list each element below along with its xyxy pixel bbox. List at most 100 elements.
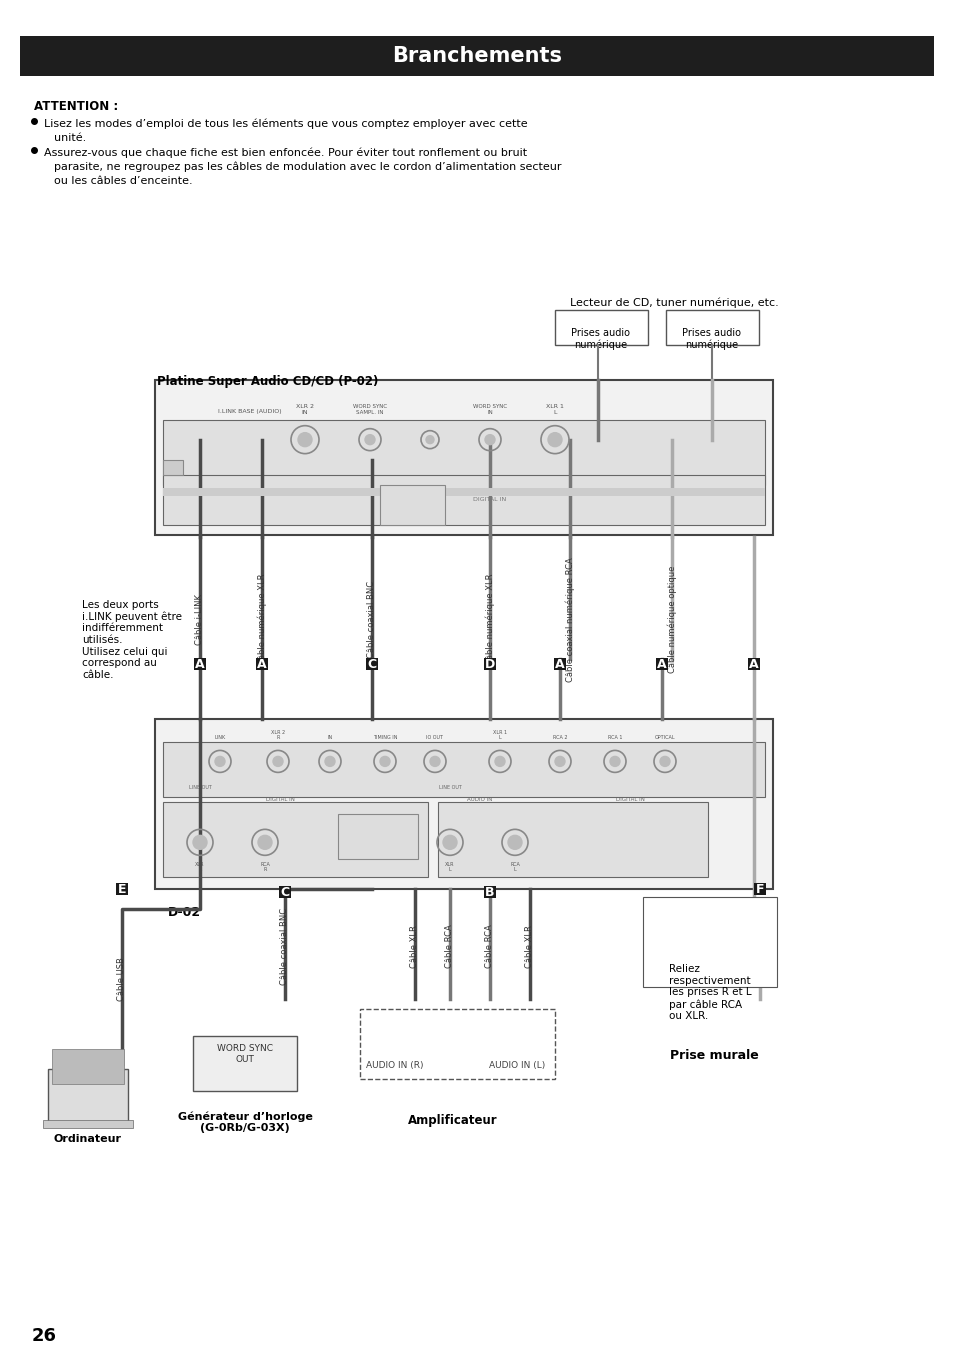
Bar bbox=[52, 1049, 124, 1084]
Text: LINE OUT: LINE OUT bbox=[438, 786, 461, 790]
Circle shape bbox=[297, 432, 312, 447]
Text: E: E bbox=[117, 883, 126, 896]
Bar bbox=[753, 883, 765, 895]
Text: Câble coaxial BNC: Câble coaxial BNC bbox=[280, 907, 289, 984]
Text: XLR 1
L: XLR 1 L bbox=[493, 729, 507, 740]
Text: TIMING IN: TIMING IN bbox=[373, 736, 396, 740]
Bar bbox=[555, 309, 647, 344]
Text: Les deux ports
i.LINK peuvent être
indifféremment
utilisés.
Utilisez celui qui
c: Les deux ports i.LINK peuvent être indif… bbox=[82, 599, 182, 680]
Text: AUDIO IN: AUDIO IN bbox=[467, 798, 492, 802]
Text: B: B bbox=[485, 886, 495, 899]
Text: AUDIO IN (R): AUDIO IN (R) bbox=[366, 1061, 423, 1071]
Bar bbox=[278, 887, 291, 898]
Text: DIGITAL IN: DIGITAL IN bbox=[473, 497, 506, 502]
Bar bbox=[379, 485, 444, 525]
Text: XLR 2
R: XLR 2 R bbox=[271, 729, 285, 740]
Text: XLR 1
L: XLR 1 L bbox=[545, 404, 563, 414]
Text: RCA 2: RCA 2 bbox=[552, 736, 567, 740]
Bar bbox=[483, 659, 496, 671]
Text: ou les câbles d’enceinte.: ou les câbles d’enceinte. bbox=[54, 176, 193, 186]
Bar bbox=[366, 659, 377, 671]
Text: Câble numérique XLR: Câble numérique XLR bbox=[485, 574, 495, 666]
Bar bbox=[747, 659, 760, 671]
Circle shape bbox=[507, 836, 521, 849]
Text: Câble RCA: Câble RCA bbox=[445, 925, 454, 968]
Text: DIGITAL IN: DIGITAL IN bbox=[615, 798, 644, 802]
Text: IN: IN bbox=[327, 736, 333, 740]
Text: A: A bbox=[555, 657, 564, 671]
Text: 26: 26 bbox=[32, 1327, 57, 1345]
Text: Câble numérique optique: Câble numérique optique bbox=[666, 566, 676, 674]
Circle shape bbox=[325, 756, 335, 767]
Bar bbox=[163, 487, 764, 495]
Text: C: C bbox=[280, 886, 290, 899]
Bar bbox=[163, 459, 183, 475]
Bar bbox=[483, 887, 496, 898]
Circle shape bbox=[426, 436, 434, 444]
Text: XLR
R: XLR R bbox=[195, 861, 205, 872]
Circle shape bbox=[193, 836, 207, 849]
Text: RCA
R: RCA R bbox=[260, 861, 270, 872]
Text: unité.: unité. bbox=[54, 132, 86, 143]
Text: A: A bbox=[195, 657, 205, 671]
Circle shape bbox=[484, 435, 495, 444]
Circle shape bbox=[365, 435, 375, 444]
Text: IO OUT: IO OUT bbox=[426, 736, 443, 740]
Text: Câble XLR: Câble XLR bbox=[525, 925, 534, 968]
Text: C: C bbox=[367, 657, 376, 671]
Text: A: A bbox=[257, 657, 267, 671]
Bar bbox=[154, 720, 772, 890]
Bar bbox=[20, 36, 933, 76]
Text: Câble XLR: Câble XLR bbox=[410, 925, 419, 968]
Text: WORD SYNC
IN: WORD SYNC IN bbox=[473, 404, 507, 414]
Bar bbox=[554, 659, 565, 671]
Text: WORD SYNC
SAMPL. IN: WORD SYNC SAMPL. IN bbox=[353, 404, 387, 414]
Bar bbox=[43, 1120, 132, 1129]
Text: WORD SYNC
OUT: WORD SYNC OUT bbox=[216, 1045, 273, 1064]
Text: Câble i-LINK: Câble i-LINK bbox=[195, 594, 204, 645]
Text: Lecteur de CD, tuner numérique, etc.: Lecteur de CD, tuner numérique, etc. bbox=[569, 298, 778, 308]
Circle shape bbox=[442, 836, 456, 849]
Text: i-LINK: i-LINK bbox=[370, 833, 385, 838]
Bar bbox=[255, 659, 268, 671]
Circle shape bbox=[379, 756, 390, 767]
Circle shape bbox=[609, 756, 619, 767]
Bar bbox=[193, 659, 206, 671]
Circle shape bbox=[547, 432, 561, 447]
Bar bbox=[337, 814, 417, 860]
Text: LINE OUT: LINE OUT bbox=[189, 786, 212, 790]
Bar bbox=[163, 743, 764, 798]
Circle shape bbox=[555, 756, 564, 767]
Text: Amplificateur: Amplificateur bbox=[408, 1114, 497, 1127]
Text: D: D bbox=[484, 657, 495, 671]
Bar bbox=[359, 1010, 555, 1079]
Text: Câble USB: Câble USB bbox=[117, 957, 127, 1002]
Bar bbox=[48, 1069, 128, 1125]
Text: Câble numérique XLR: Câble numérique XLR bbox=[257, 574, 267, 666]
Circle shape bbox=[659, 756, 669, 767]
Bar bbox=[193, 1037, 296, 1091]
Text: XLR 2
IN: XLR 2 IN bbox=[295, 404, 314, 414]
Text: Générateur d’horloge
(G-0Rb/G-03X): Générateur d’horloge (G-0Rb/G-03X) bbox=[177, 1111, 313, 1133]
Text: Assurez-vous que chaque fiche est bien enfoncée. Pour éviter tout ronflement ou : Assurez-vous que chaque fiche est bien e… bbox=[44, 148, 527, 158]
Text: LINK: LINK bbox=[214, 736, 226, 740]
Text: D-02: D-02 bbox=[168, 906, 201, 919]
Bar bbox=[163, 802, 428, 878]
Text: I.LINK BASE (AUDIO): I.LINK BASE (AUDIO) bbox=[218, 409, 281, 414]
Bar bbox=[116, 883, 128, 895]
Text: Câble RCA: Câble RCA bbox=[485, 925, 494, 968]
Circle shape bbox=[257, 836, 272, 849]
Text: Prise murale: Prise murale bbox=[669, 1049, 758, 1062]
Text: Branchements: Branchements bbox=[392, 46, 561, 66]
Text: Câble coaxial numérique RCA: Câble coaxial numérique RCA bbox=[565, 558, 574, 682]
Bar bbox=[665, 309, 759, 344]
Text: RCA
L: RCA L bbox=[510, 861, 519, 872]
Bar bbox=[163, 475, 764, 525]
Text: Prises audio
numérique: Prises audio numérique bbox=[681, 328, 740, 350]
Text: Lisez les modes d’emploi de tous les éléments que vous comptez employer avec cet: Lisez les modes d’emploi de tous les élé… bbox=[44, 119, 527, 130]
Bar bbox=[437, 802, 707, 878]
Text: F: F bbox=[755, 883, 763, 896]
Bar bbox=[656, 659, 667, 671]
Circle shape bbox=[214, 756, 225, 767]
Circle shape bbox=[273, 756, 283, 767]
